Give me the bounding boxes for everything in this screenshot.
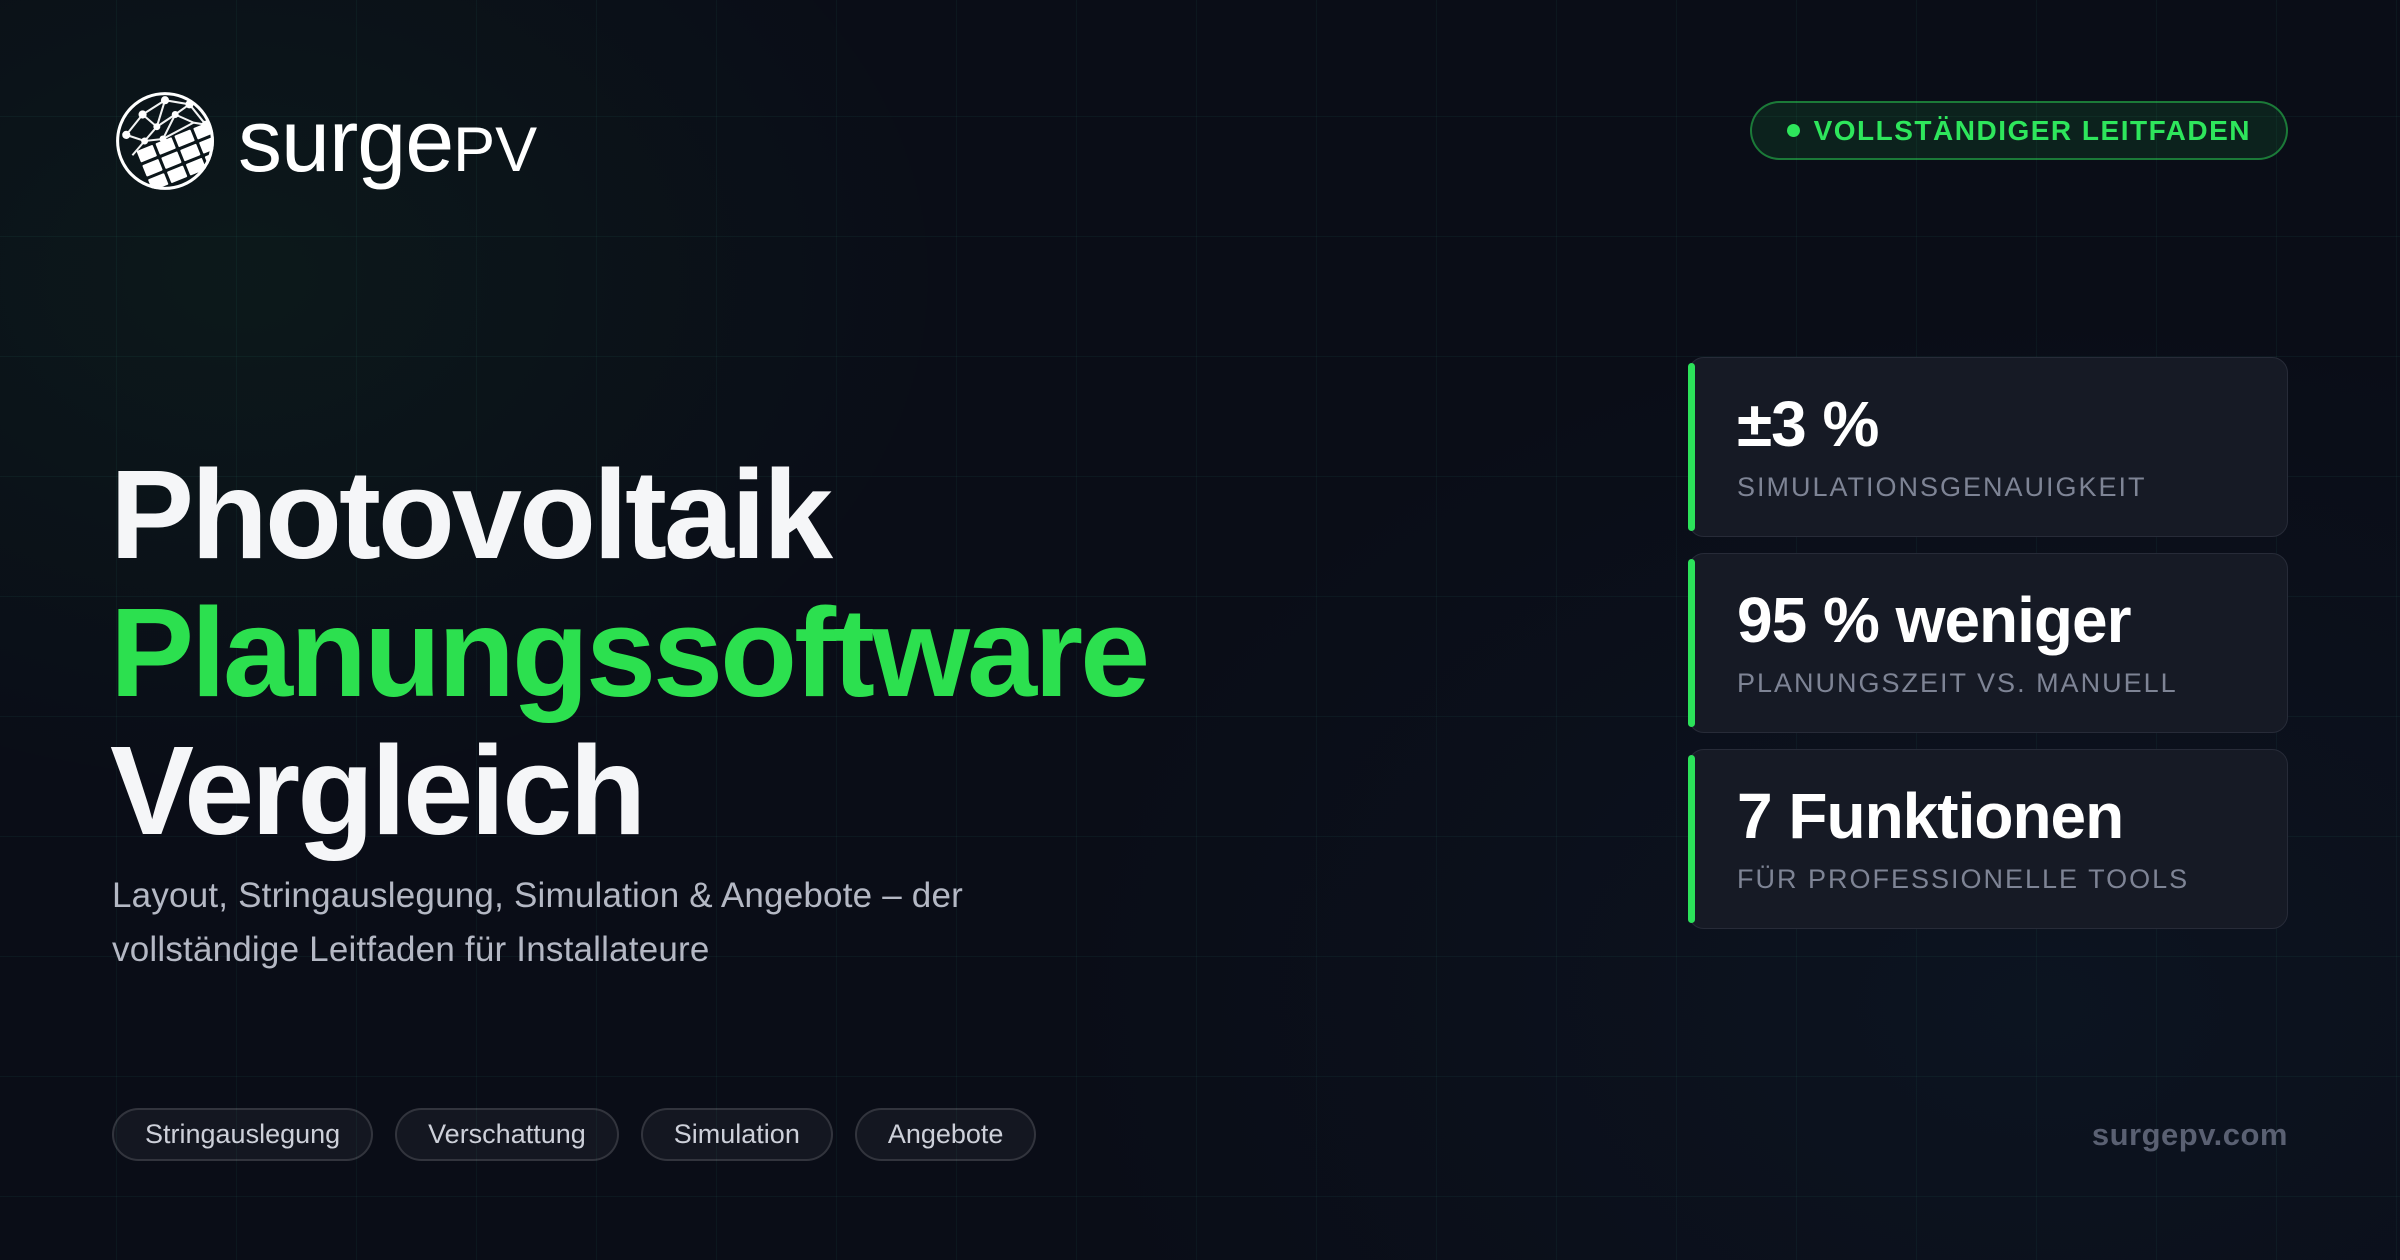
guide-badge[interactable]: VOLLSTÄNDIGER LEITFADEN <box>1749 101 2288 160</box>
stat-accent-bar <box>1688 755 1695 923</box>
logo-text-primary: surge <box>238 91 454 190</box>
stat-label: SIMULATIONSGENAUIGKEIT <box>1737 472 2147 503</box>
tag-verschattung[interactable]: Verschattung <box>395 1108 619 1161</box>
stat-card-accuracy: ±3 % SIMULATIONSGENAUIGKEIT <box>1688 357 2288 537</box>
stat-accent-bar <box>1688 559 1695 727</box>
title-line-2: Planungssoftware <box>110 582 1150 724</box>
tag-angebote[interactable]: Angebote <box>854 1108 1037 1161</box>
title-line-3: Vergleich <box>110 720 646 862</box>
topic-tags: Stringauslegung Verschattung Simulation … <box>112 1108 1037 1161</box>
globe-solar-network-icon <box>116 92 214 190</box>
stats-panel: ±3 % SIMULATIONSGENAUIGKEIT 95 % weniger… <box>1688 357 2288 929</box>
website-url[interactable]: surgepv.com <box>2091 1117 2288 1152</box>
tag-stringauslegung[interactable]: Stringauslegung <box>112 1108 374 1161</box>
stat-value: ±3 % <box>1737 387 1879 460</box>
page-title: Photovoltaik Planungssoftware Vergleich <box>110 444 1150 862</box>
badge-dot-icon <box>1786 124 1800 137</box>
stat-accent-bar <box>1688 363 1695 531</box>
title-line-1: Photovoltaik <box>110 444 833 586</box>
logo[interactable]: surge PV <box>112 88 537 194</box>
stat-card-features: 7 Funktionen FÜR PROFESSIONELLE TOOLS <box>1688 749 2288 929</box>
stat-value: 7 Funktionen <box>1737 779 2124 852</box>
page-subtitle: Layout, Stringauslegung, Simulation & An… <box>112 876 963 969</box>
stat-label: FÜR PROFESSIONELLE TOOLS <box>1737 864 2190 895</box>
stat-value: 95 % weniger <box>1737 583 2132 656</box>
stat-card-planning-time: 95 % weniger PLANUNGSZEIT VS. MANUELL <box>1688 553 2288 733</box>
logo-wordmark: surge PV <box>238 97 537 185</box>
tag-simulation[interactable]: Simulation <box>640 1108 833 1161</box>
badge-label: VOLLSTÄNDIGER LEITFADEN <box>1813 114 2251 146</box>
logo-text-secondary: PV <box>453 115 538 185</box>
stat-label: PLANUNGSZEIT VS. MANUELL <box>1737 668 2178 699</box>
